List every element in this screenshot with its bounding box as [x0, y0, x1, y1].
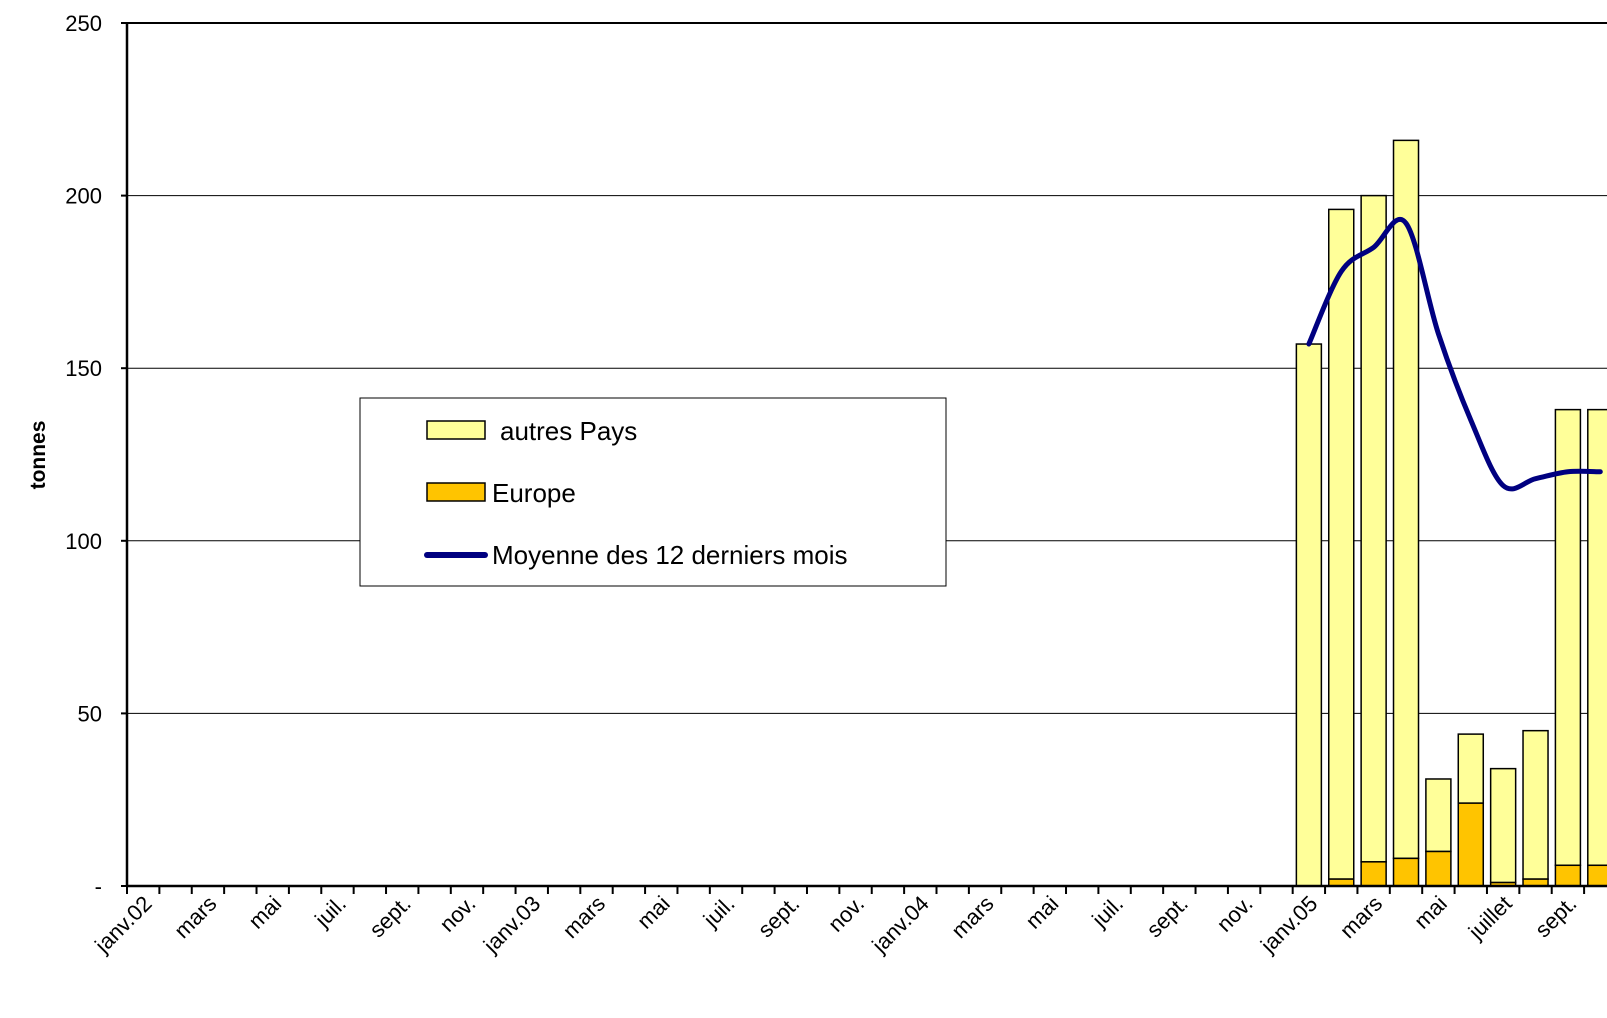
x-tick-label: mars — [558, 891, 610, 943]
bar-autres-pays — [1489, 767, 1517, 884]
bar-europe — [1587, 864, 1607, 887]
legend-swatch-autres-pays — [426, 420, 486, 440]
y-tick-label: 50 — [78, 701, 102, 726]
bar-series — [1295, 139, 1607, 887]
x-tick-label: janv.05 — [1255, 891, 1322, 958]
y-tick-label: 150 — [65, 356, 102, 381]
x-tick-label: sept. — [753, 891, 804, 942]
line-moyenne — [1306, 217, 1603, 492]
x-tick-label: mai — [1409, 891, 1452, 934]
bar-autres-pays — [1392, 139, 1420, 860]
bar-autres-pays — [1587, 408, 1607, 867]
bar-autres-pays — [1457, 733, 1485, 804]
x-tick-label: nov. — [1212, 891, 1258, 937]
bar-autres-pays — [1295, 343, 1323, 887]
line-series — [1306, 217, 1603, 492]
bar-europe — [1554, 864, 1582, 887]
x-tick-labels: janv.02 mars mai juil. sept. nov.janv.03 mars m… — [89, 891, 1581, 958]
x-tick-label: janv.02 — [89, 891, 156, 958]
x-tick-label: sept. — [1141, 891, 1192, 942]
x-tick-label: sept. — [364, 891, 415, 942]
x-tick-label: mars — [169, 891, 221, 943]
bar-autres-pays — [1360, 194, 1387, 863]
y-tick-labels: - 50 100 150 200 250 — [65, 11, 127, 899]
x-tick-label: nov. — [823, 891, 869, 937]
legend: autres Pays Europe Moyenne des 12 dernie… — [359, 397, 947, 587]
y-tick-label: 250 — [65, 11, 102, 36]
y-axis-label: tonnes — [27, 421, 50, 490]
y-tick-label: 200 — [65, 184, 102, 209]
x-tick-label: mars — [1335, 891, 1387, 943]
legend-label-autres-pays: autres Pays — [500, 416, 637, 446]
x-tick-label: sept. — [1530, 891, 1581, 942]
x-tick-label: mars — [946, 891, 998, 943]
x-tick-label: mai — [1021, 891, 1064, 934]
bar-europe — [1392, 857, 1420, 887]
bar-autres-pays — [1522, 729, 1549, 880]
x-tick-label: mai — [632, 891, 675, 934]
x-tick-label: janv.03 — [478, 891, 545, 958]
y-tick-label: 100 — [65, 529, 102, 554]
x-tick-label: juil. — [698, 891, 740, 933]
bar-europe — [1425, 850, 1452, 887]
x-tick-label: nov. — [435, 891, 481, 937]
bar-autres-pays — [1554, 408, 1582, 867]
bar-europe — [1457, 802, 1485, 887]
bar-autres-pays — [1328, 208, 1355, 880]
bar-autres-pays — [1425, 778, 1452, 853]
x-tick-label: juillet — [1463, 891, 1517, 945]
legend-swatch-europe — [426, 482, 486, 502]
x-tick-label: juil. — [309, 891, 351, 933]
x-tick-label: juil. — [1086, 891, 1128, 933]
x-tick-label: janv.04 — [866, 891, 933, 958]
legend-label-europe: Europe — [492, 478, 576, 508]
x-tick-label: mai — [243, 891, 286, 934]
legend-label-moyenne: Moyenne des 12 derniers mois — [492, 540, 848, 570]
axes — [125, 22, 1607, 894]
y-tick-label: - — [95, 874, 102, 899]
bar-europe — [1360, 861, 1387, 887]
